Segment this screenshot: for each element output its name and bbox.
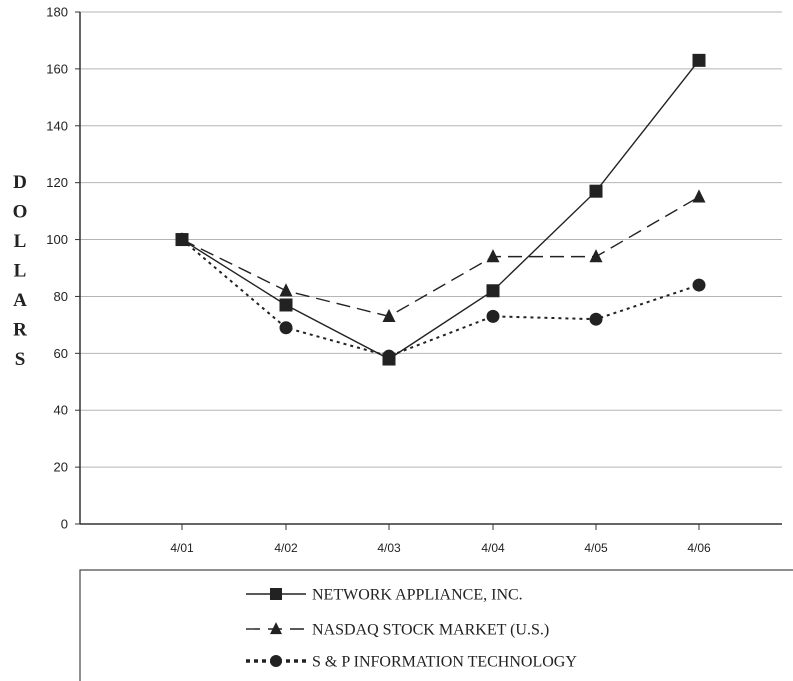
y-axis-label-letter: O (13, 202, 28, 223)
data-point-triangle (279, 283, 293, 297)
series-square (175, 53, 706, 366)
data-point-circle (692, 278, 706, 292)
x-tick-label: 4/04 (481, 541, 505, 555)
legend-label: NASDAQ STOCK MARKET (U.S.) (312, 622, 549, 639)
legend-box (79, 569, 793, 681)
y-tick-label: 0 (61, 517, 68, 532)
data-point-circle (382, 349, 396, 363)
y-tick-label: 180 (46, 5, 68, 20)
x-tick-label: 4/03 (377, 541, 401, 555)
x-tick-label: 4/05 (584, 541, 608, 555)
x-tick-label: 4/02 (274, 541, 298, 555)
series-line (181, 196, 700, 318)
legend-marker-square (270, 588, 282, 600)
data-point-triangle (382, 308, 396, 322)
data-point-circle (486, 309, 500, 323)
data-point-square (279, 298, 293, 312)
y-tick-label: 60 (54, 346, 68, 361)
y-axis-label-letter: S (15, 349, 26, 370)
legend-marker-triangle (270, 622, 282, 635)
data-point-triangle (589, 249, 603, 263)
data-point-square (589, 184, 603, 198)
y-tick-label: 100 (46, 232, 68, 247)
legend-label: NETWORK APPLIANCE, INC. (312, 587, 523, 604)
data-point-square (692, 53, 706, 67)
y-axis-label-letter: L (14, 261, 27, 282)
x-tick-label: 4/01 (170, 541, 194, 555)
y-tick-label: 120 (46, 175, 68, 190)
gridlines (80, 11, 782, 468)
y-axis-label-letter: R (13, 320, 27, 341)
y-tick-label: 80 (54, 289, 68, 304)
y-tick-label: 40 (54, 403, 68, 418)
axes (79, 12, 782, 525)
y-tick-label: 140 (46, 118, 68, 133)
x-tick-labels: 4/01 4/02 4/03 4/04 4/05 4/06 (170, 524, 711, 555)
y-axis-label-letter: L (14, 231, 27, 252)
legend-label: S & P INFORMATION TECHNOLOGY (312, 654, 577, 671)
series-triangle (175, 189, 706, 322)
y-tick-labels: 0 20 40 60 80 100 120 140 160 180 (46, 5, 80, 532)
data-point-circle (175, 233, 189, 247)
data-point-circle (279, 321, 293, 335)
data-point-triangle (692, 189, 706, 203)
x-tick-label: 4/06 (687, 541, 711, 555)
y-axis-label-letter: D (13, 172, 27, 193)
data-point-square (486, 284, 500, 298)
series-circle (175, 233, 706, 363)
data-point-triangle (486, 249, 500, 263)
legend-marker-circle (270, 655, 282, 667)
series-line (181, 59, 700, 360)
y-axis-label-letter: A (13, 290, 27, 311)
series-group (175, 53, 706, 366)
y-tick-label: 20 (54, 460, 68, 475)
series-line (181, 238, 700, 358)
data-point-circle (589, 312, 603, 326)
y-tick-label: 160 (46, 61, 68, 76)
legend: NETWORK APPLIANCE, INC. NASDAQ STOCK MARK… (79, 569, 793, 681)
